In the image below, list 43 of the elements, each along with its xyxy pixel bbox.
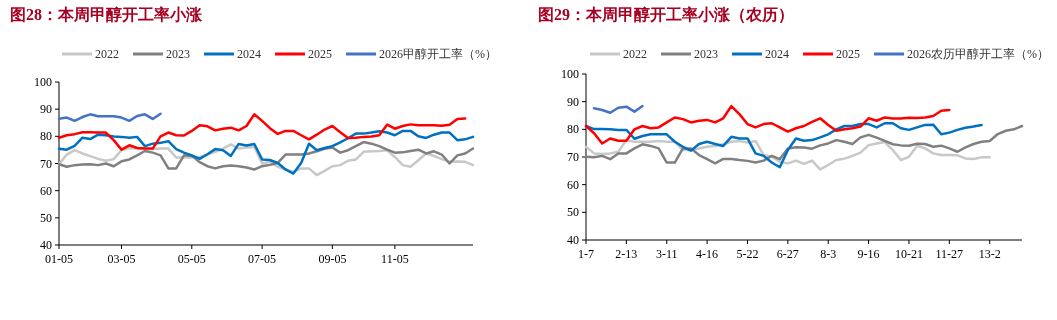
y-tick-label: 90 [567,94,579,109]
legend-label: 2024 [237,47,261,61]
x-tick-label: 5-22 [736,247,759,261]
x-tick-label: 01-05 [45,252,73,266]
y-tick-label: 40 [40,238,52,252]
x-tick-label: 1-7 [578,247,594,261]
legend-label: 2022 [95,47,119,61]
y-tick-label: 100 [34,75,52,89]
legend-label: 2022 [623,47,647,61]
y-tick-label: 70 [40,156,52,171]
y-tick-label: 60 [40,183,52,198]
legend-label: 2026农历甲醇开工率（%） [907,47,1049,61]
x-tick-label: 11-27 [935,247,964,261]
x-tick-label: 11-05 [381,252,409,266]
chart-title: 图29：本周甲醇开工率小涨（农历） [538,5,794,24]
legend-label: 2023 [166,47,190,61]
y-tick-label: 50 [567,205,579,220]
y-tick-label: 50 [40,210,52,225]
legend-label: 2026甲醇开工率（%） [379,47,497,61]
x-tick-label: 6-27 [776,247,799,261]
x-tick-label: 03-05 [107,252,136,266]
x-tick-label: 13-2 [978,247,1001,261]
y-tick-label: 40 [567,233,579,247]
legend-label: 2024 [765,47,789,61]
x-tick-label: 3-11 [655,247,678,261]
y-tick-label: 80 [40,129,52,144]
x-tick-label: 2-13 [615,247,638,261]
legend-label: 2023 [694,47,718,61]
x-tick-label: 07-05 [248,252,277,266]
y-tick-label: 100 [561,67,579,81]
x-tick-label: 09-05 [318,252,347,266]
x-tick-label: 4-16 [696,247,719,261]
x-tick-label: 8-3 [820,247,837,261]
x-tick-label: 05-05 [177,252,206,266]
legend-label: 2025 [308,47,332,61]
x-tick-label: 10-21 [894,247,923,261]
chart-title: 图28：本周甲醇开工率小涨 [10,5,203,23]
x-tick-label: 9-16 [857,247,880,261]
y-tick-label: 80 [567,122,579,137]
y-tick-label: 70 [567,150,579,164]
y-tick-label: 90 [40,102,52,117]
y-tick-label: 60 [567,177,579,192]
legend-label: 2025 [836,47,860,61]
